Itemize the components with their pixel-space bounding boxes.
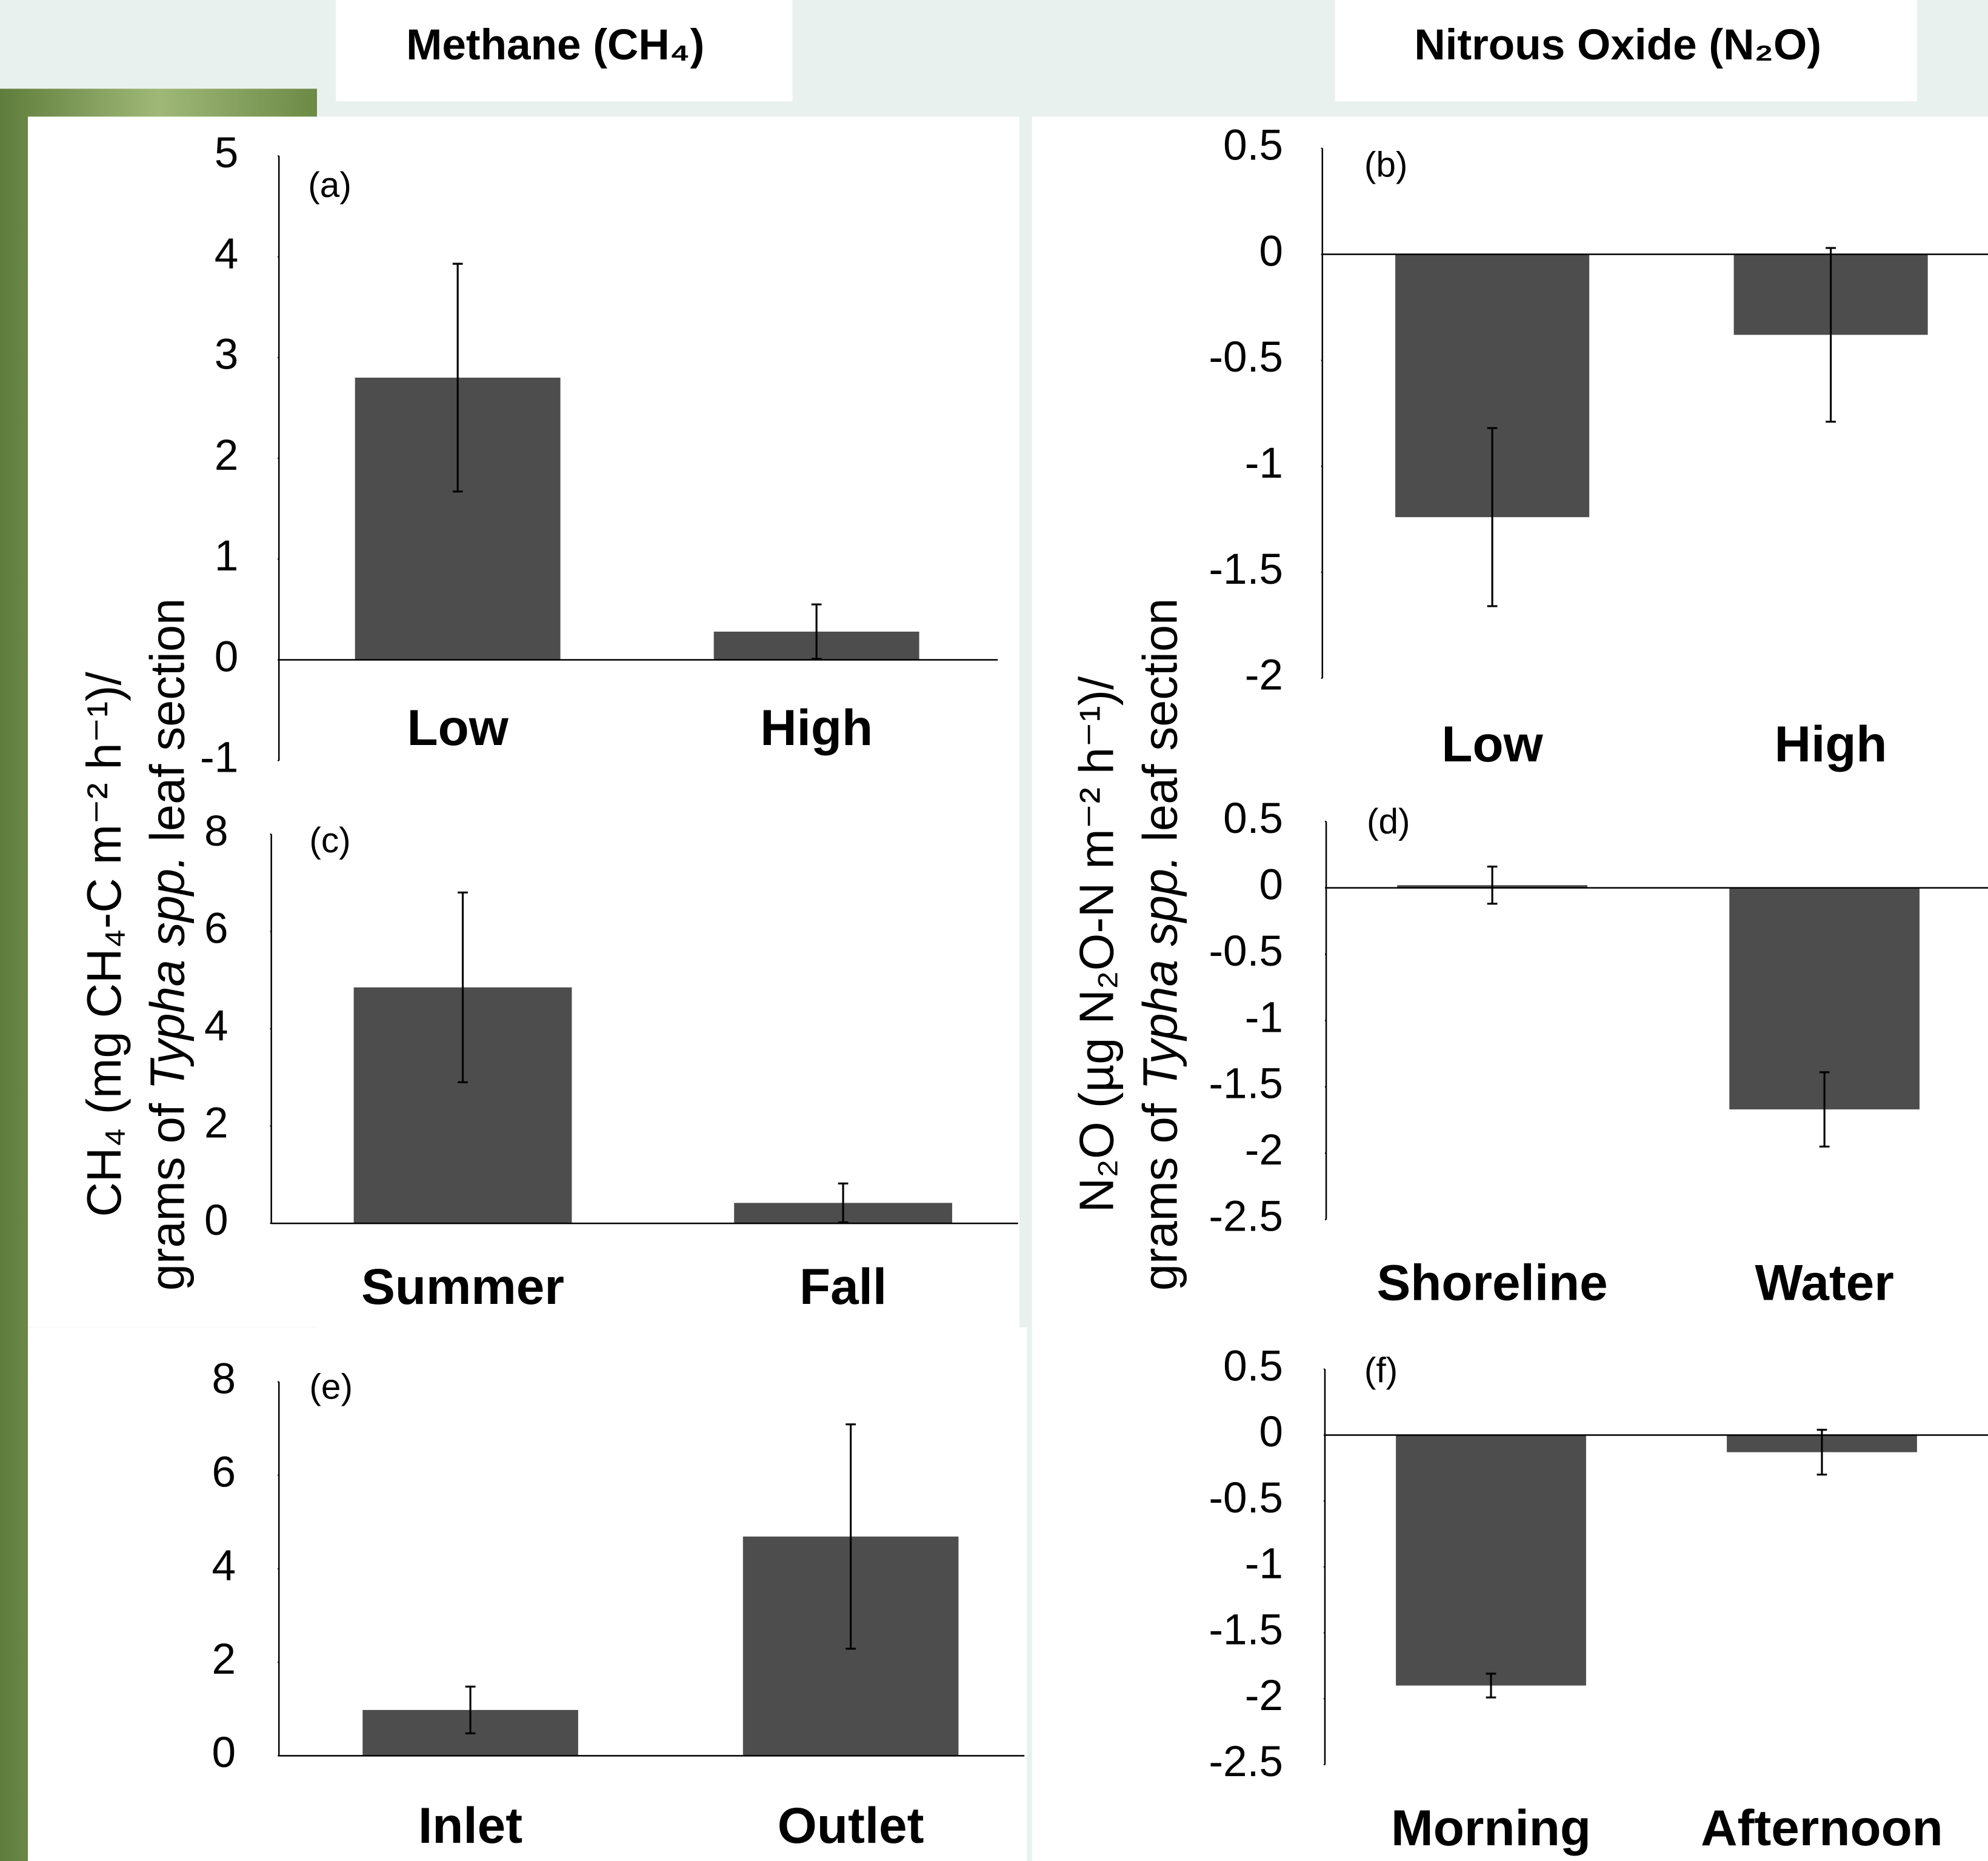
error-bar [1826, 247, 1836, 423]
error-bar [838, 1182, 849, 1224]
y-tick-label: 0.5 [1223, 795, 1283, 843]
x-tick-label: High [760, 699, 873, 756]
y-tick-label: 6 [212, 1449, 236, 1497]
column-header: Nitrous Oxide (N₂O) [1414, 21, 1821, 69]
bar [1396, 1435, 1586, 1686]
x-tick-label: Shoreline [1376, 1254, 1607, 1311]
error-bar [452, 262, 463, 493]
y-tick-label: 0.5 [1223, 121, 1283, 169]
error-bar [846, 1423, 856, 1650]
error-bar [1487, 427, 1498, 607]
y-tick-label: 4 [212, 1542, 236, 1590]
error-bar [1486, 1672, 1496, 1699]
y-tick-label: -1.5 [1209, 1606, 1283, 1654]
y-tick-label: 0 [1259, 227, 1283, 275]
y-tick-label: -0.5 [1209, 333, 1283, 381]
y-tick-label: -1.5 [1209, 546, 1283, 593]
panel-label: (d) [1367, 802, 1410, 841]
y-tick-label: 3 [215, 331, 239, 379]
y-axis-label-part: Typha spp. [140, 855, 194, 1090]
panel-label: (f) [1364, 1351, 1398, 1390]
y-tick-label: 4 [204, 1002, 228, 1050]
y-axis-label: N₂O (µg N₂O-N m⁻² h⁻¹)/ [1070, 676, 1124, 1212]
y-axis-label: grams of Typha spp. leaf section [140, 598, 194, 1291]
y-tick-label: -2 [1245, 1126, 1283, 1174]
y-axis-label-part: grams of [1133, 1090, 1187, 1291]
y-axis-label: grams of Typha spp. leaf section [1133, 598, 1187, 1291]
y-tick-label: 8 [204, 807, 228, 855]
x-tick-label: Low [407, 699, 509, 756]
error-bar [1819, 1071, 1830, 1148]
y-axis-label-part: grams of [140, 1090, 194, 1291]
x-tick-label: Inlet [418, 1797, 522, 1854]
y-tick-label: 6 [204, 904, 228, 952]
error-bar [811, 603, 822, 660]
y-tick-label: 0 [215, 633, 239, 681]
y-tick-label: -1 [1245, 1540, 1283, 1588]
y-axis-label-part: leaf section [1133, 598, 1187, 855]
panel-label: (e) [309, 1368, 353, 1407]
y-tick-label: -2.5 [1209, 1193, 1283, 1241]
y-tick-label: 5 [215, 129, 239, 177]
y-tick-label: 0 [1259, 1408, 1283, 1456]
panel-label: (c) [309, 821, 350, 860]
column-header: Methane (CH₄) [406, 21, 704, 69]
y-tick-label: -2.5 [1209, 1738, 1283, 1786]
y-tick-label: -0.5 [1209, 927, 1283, 975]
error-bar [458, 891, 468, 1083]
error-bar [1487, 866, 1498, 905]
y-tick-label: 2 [215, 432, 239, 479]
error-bar [1816, 1429, 1827, 1476]
x-tick-label: Fall [799, 1258, 887, 1315]
y-tick-label: -1.5 [1209, 1060, 1283, 1108]
x-tick-label: Afternoon [1701, 1799, 1943, 1856]
x-tick-label: Outlet [778, 1797, 924, 1854]
header-box [336, 0, 793, 102]
y-tick-label: 0 [1259, 861, 1283, 909]
y-tick-label: 8 [212, 1355, 236, 1403]
y-tick-label: 4 [215, 230, 239, 278]
y-tick-label: 2 [204, 1099, 228, 1147]
y-tick-label: -2 [1245, 1672, 1283, 1720]
x-tick-label: Water [1755, 1254, 1893, 1311]
y-tick-label: -0.5 [1209, 1474, 1283, 1522]
y-tick-label: -1 [1245, 439, 1283, 487]
y-tick-label: -1 [200, 734, 238, 782]
x-tick-label: Low [1441, 715, 1543, 772]
y-tick-label: -1 [1245, 994, 1283, 1041]
x-tick-label: Morning [1391, 1799, 1591, 1856]
x-tick-label: Summer [361, 1258, 564, 1315]
y-tick-label: 0 [204, 1197, 228, 1245]
y-tick-label: 0.5 [1223, 1342, 1283, 1390]
y-axis-label-part: Typha spp. [1133, 855, 1187, 1090]
panel-label: (a) [308, 165, 352, 205]
y-axis-label: CH₄ (mg CH₄-C m⁻² h⁻¹)/ [77, 672, 131, 1217]
panel-label: (b) [1364, 145, 1408, 185]
error-bar [465, 1685, 476, 1734]
header-box [1335, 0, 1917, 102]
y-axis-label-part: leaf section [140, 598, 194, 855]
y-tick-label: 0 [212, 1729, 236, 1777]
x-tick-label: High [1775, 715, 1887, 772]
y-tick-label: -2 [1245, 652, 1283, 700]
y-tick-label: 2 [212, 1635, 236, 1683]
y-tick-label: 1 [215, 532, 239, 580]
